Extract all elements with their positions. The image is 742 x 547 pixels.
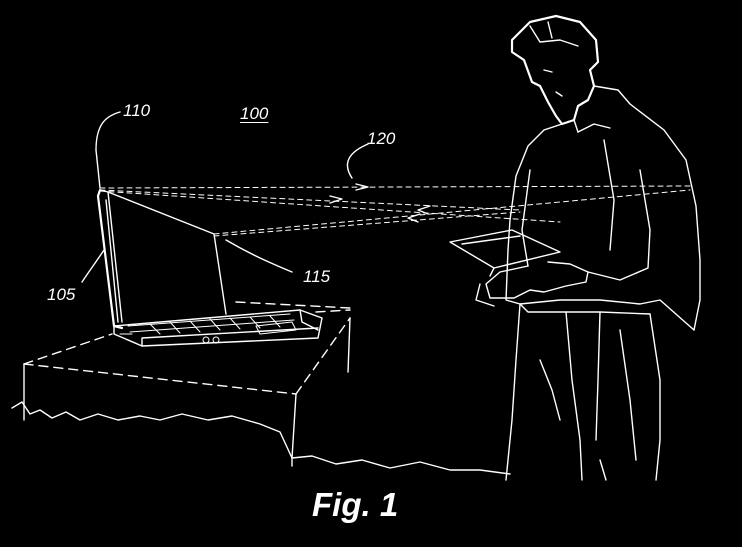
ref-numeral-laptop: 105 [47, 286, 75, 303]
ref-numeral-system: 100 [240, 105, 268, 122]
figure-caption: Fig. 1 [312, 488, 398, 521]
ref-numeral-camera: 110 [123, 102, 150, 119]
ref-numeral-light-path: 120 [367, 130, 395, 147]
leader-105 [82, 250, 104, 282]
person-icon [450, 16, 700, 480]
leader-115 [226, 240, 292, 272]
light-ray-icon [100, 184, 690, 236]
leader-120 [347, 144, 368, 178]
document-icon [450, 230, 560, 276]
leader-110 [96, 112, 120, 188]
leader-lines [82, 112, 368, 282]
ref-numeral-screen: 115 [303, 268, 330, 285]
laptop-icon [98, 190, 322, 346]
table-icon [12, 302, 510, 474]
